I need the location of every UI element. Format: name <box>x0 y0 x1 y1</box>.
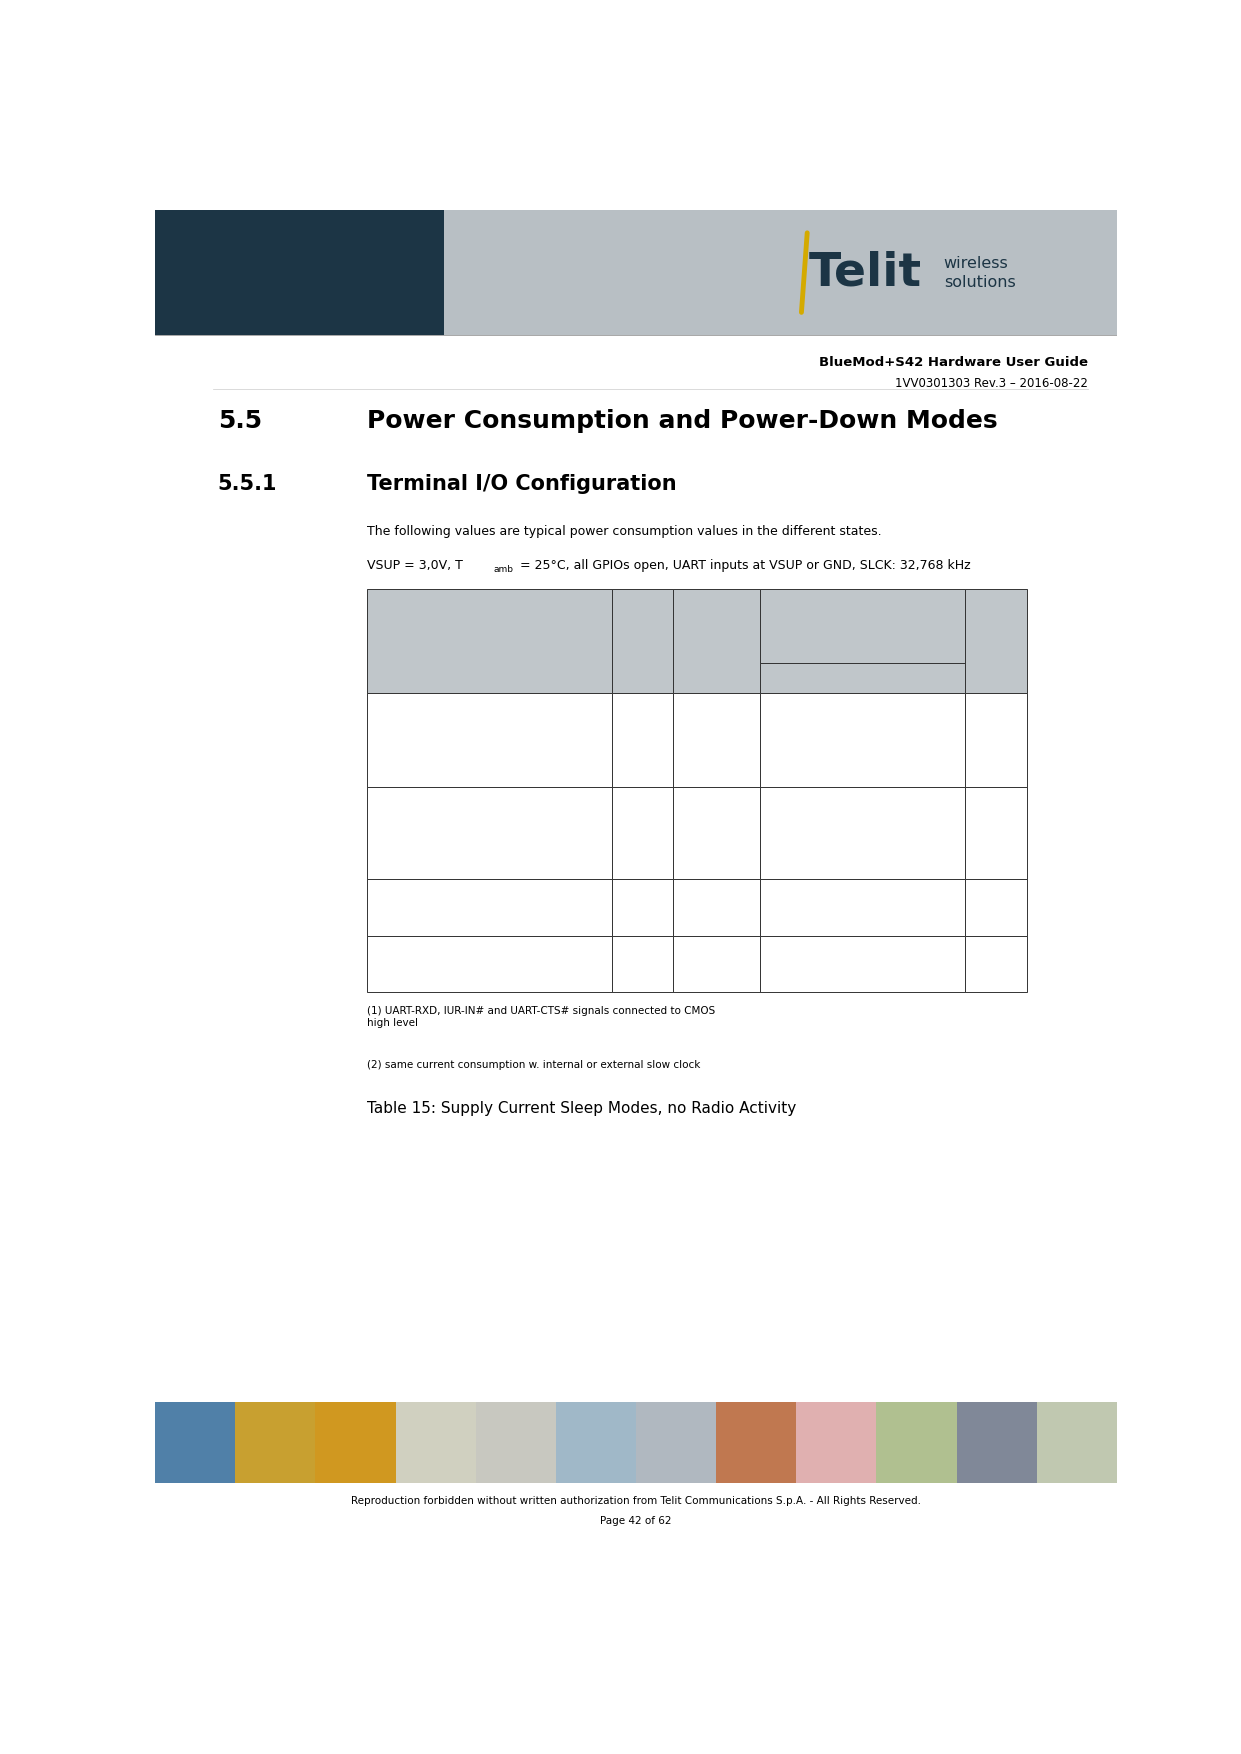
FancyBboxPatch shape <box>965 589 1026 693</box>
FancyBboxPatch shape <box>957 1401 1036 1482</box>
Text: 1,2: 1,2 <box>854 958 872 970</box>
Text: wireless
solutions: wireless solutions <box>944 256 1015 289</box>
FancyBboxPatch shape <box>475 1401 556 1482</box>
FancyBboxPatch shape <box>876 1401 957 1482</box>
Text: μA: μA <box>988 958 1004 970</box>
FancyBboxPatch shape <box>759 663 965 693</box>
FancyBboxPatch shape <box>965 935 1026 993</box>
Text: internal
Crystal: internal Crystal <box>694 724 740 754</box>
FancyBboxPatch shape <box>315 1401 396 1482</box>
Text: BlueMod+S42 Hardware User Guide: BlueMod+S42 Hardware User Guide <box>819 356 1088 370</box>
FancyBboxPatch shape <box>674 788 759 879</box>
FancyBboxPatch shape <box>612 693 674 788</box>
FancyBboxPatch shape <box>444 210 1117 335</box>
Text: mA: mA <box>987 902 1005 914</box>
Text: Avg: Avg <box>859 679 876 688</box>
FancyBboxPatch shape <box>716 1401 797 1482</box>
FancyBboxPatch shape <box>637 1401 716 1482</box>
FancyBboxPatch shape <box>1036 1401 1117 1482</box>
FancyBboxPatch shape <box>674 693 759 788</box>
Text: 1VV0301303 Rev.3 – 2016-08-22: 1VV0301303 Rev.3 – 2016-08-22 <box>895 377 1088 389</box>
Text: 1,2
1,2: 1,2 1,2 <box>854 724 872 754</box>
Text: Reproduction forbidden without written authorization from Telit Communications S: Reproduction forbidden without written a… <box>351 1496 921 1507</box>
FancyBboxPatch shape <box>965 693 1026 788</box>
FancyBboxPatch shape <box>797 1401 876 1482</box>
FancyBboxPatch shape <box>759 788 965 879</box>
Text: any: any <box>706 902 727 914</box>
Text: 0,44: 0,44 <box>850 902 876 914</box>
FancyBboxPatch shape <box>556 1401 637 1482</box>
FancyBboxPatch shape <box>367 879 612 935</box>
Text: The following values are typical power consumption values in the different state: The following values are typical power c… <box>367 524 881 538</box>
FancyBboxPatch shape <box>759 879 965 935</box>
FancyBboxPatch shape <box>612 788 674 879</box>
Text: (2) same current consumption w. internal or external slow clock: (2) same current consumption w. internal… <box>367 1059 700 1070</box>
Text: Table 15: Supply Current Sleep Modes, no Radio Activity: Table 15: Supply Current Sleep Modes, no… <box>367 1100 795 1116</box>
FancyBboxPatch shape <box>965 879 1026 935</box>
Text: Page 42 of 62: Page 42 of 62 <box>601 1517 671 1526</box>
Text: 5.5: 5.5 <box>217 409 262 433</box>
Text: System off: System off <box>374 958 437 970</box>
Text: (1): (1) <box>634 826 652 840</box>
FancyBboxPatch shape <box>396 1401 475 1482</box>
FancyBboxPatch shape <box>674 589 759 693</box>
FancyBboxPatch shape <box>674 879 759 935</box>
Text: internal
Crystal: internal Crystal <box>694 819 740 847</box>
Text: (1) UART-RXD, IUR-IN# and UART-CTS# signals connected to CMOS
high level: (1) UART-RXD, IUR-IN# and UART-CTS# sign… <box>367 1007 715 1028</box>
Text: Advertising Off,  UICP
not active or serial
interface up: Advertising Off, UICP not active or seri… <box>374 717 500 763</box>
Text: Device in reset: Device in reset <box>374 902 463 914</box>
FancyBboxPatch shape <box>367 693 612 788</box>
Text: Slow
clock
SLCK: Slow clock SLCK <box>700 619 733 663</box>
Text: VSUP = 3,0V, T: VSUP = 3,0V, T <box>367 560 463 572</box>
FancyBboxPatch shape <box>155 1401 236 1482</box>
Text: Unit: Unit <box>983 635 1010 647</box>
FancyBboxPatch shape <box>236 1401 315 1482</box>
FancyBboxPatch shape <box>367 788 612 879</box>
Text: Current Consumption: Current Consumption <box>792 619 933 631</box>
FancyBboxPatch shape <box>965 788 1026 879</box>
FancyBboxPatch shape <box>612 589 674 693</box>
FancyBboxPatch shape <box>759 935 965 993</box>
FancyBboxPatch shape <box>612 935 674 993</box>
Text: (2): (2) <box>634 902 652 914</box>
Text: Power Consumption and Power-Down Modes: Power Consumption and Power-Down Modes <box>367 409 998 433</box>
Text: = 25°C, all GPIOs open, UART inputs at VSUP or GND, SLCK: 32,768 kHz: = 25°C, all GPIOs open, UART inputs at V… <box>516 560 970 572</box>
Text: μA: μA <box>988 826 1004 840</box>
Text: (1,2): (1,2) <box>629 958 656 970</box>
FancyBboxPatch shape <box>759 693 965 788</box>
Text: Terminal I/O Configuration: Terminal I/O Configuration <box>367 474 676 495</box>
FancyBboxPatch shape <box>612 879 674 935</box>
Text: mA: mA <box>987 733 1005 747</box>
FancyBboxPatch shape <box>367 935 612 993</box>
Text: Note: Note <box>627 635 659 647</box>
Text: I: I <box>854 672 856 684</box>
Text: 5.5.1: 5.5.1 <box>217 474 277 495</box>
FancyBboxPatch shape <box>155 210 444 335</box>
Text: amb: amb <box>494 565 514 574</box>
FancyBboxPatch shape <box>367 589 612 693</box>
FancyBboxPatch shape <box>759 589 965 663</box>
FancyBboxPatch shape <box>674 935 759 993</box>
Text: Condition
Radio inactive: Condition Radio inactive <box>442 626 536 654</box>
Text: Advertising Off, UICP
active, serial interface
down: Advertising Off, UICP active, serial int… <box>374 810 506 856</box>
Text: Telit: Telit <box>809 251 922 295</box>
Text: 9
7: 9 7 <box>859 819 866 847</box>
